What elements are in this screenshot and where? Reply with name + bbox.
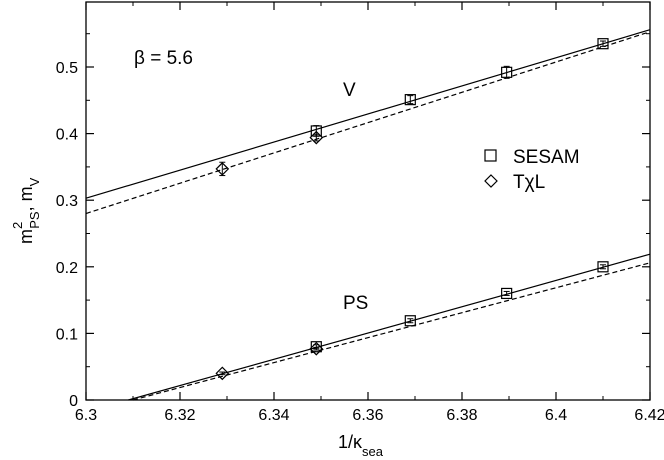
x-tick-label-5: 6.4 bbox=[545, 407, 567, 424]
point-sesam-7 bbox=[597, 261, 609, 273]
x-tick-label-0: 6.3 bbox=[75, 407, 97, 424]
x-tick-label-6: 6.42 bbox=[634, 407, 664, 424]
y-label-sup: 2 bbox=[10, 222, 25, 229]
y-tick-label-5: 0.5 bbox=[56, 60, 78, 77]
point-sesam-1 bbox=[404, 94, 416, 106]
y-tick-label-4: 0.4 bbox=[56, 127, 78, 144]
y-label-sub2: V bbox=[27, 177, 42, 186]
beta-annotation: β = 5.6 bbox=[134, 48, 193, 69]
point-sesam-2 bbox=[501, 66, 513, 78]
legend-square-marker bbox=[484, 149, 497, 162]
x-axis-label-sub: sea bbox=[362, 444, 384, 459]
x-axis-ticks: 6.3 6.32 6.34 6.36 6.38 6.4 6.42 bbox=[75, 2, 664, 424]
y-axis-ticks: 0 0.1 0.2 0.3 0.4 0.5 bbox=[56, 33, 650, 410]
legend: SESAM TχL bbox=[484, 147, 580, 193]
point-txl-2 bbox=[215, 366, 230, 381]
legend-diamond-marker bbox=[484, 174, 498, 188]
point-sesam-6 bbox=[501, 287, 513, 300]
data-markers bbox=[215, 38, 609, 381]
point-sesam-3 bbox=[597, 38, 609, 50]
point-sesam-4 bbox=[310, 341, 322, 353]
legend-txl-label: TχL bbox=[513, 172, 545, 193]
y-tick-label-1: 0.1 bbox=[56, 326, 78, 343]
y-tick-label-3: 0.3 bbox=[56, 193, 78, 210]
fit-line-0 bbox=[85, 29, 651, 199]
y-label-sub1: PS bbox=[27, 211, 42, 229]
point-txl-3 bbox=[309, 341, 324, 356]
fit-line-1 bbox=[85, 31, 651, 215]
x-axis-label-main: 1/κ bbox=[338, 432, 363, 452]
legend-sesam-label: SESAM bbox=[513, 147, 580, 168]
fit-line-3 bbox=[132, 262, 651, 401]
y-axis-label: m2 PS, mV bbox=[10, 177, 42, 244]
y-label-m: m bbox=[16, 229, 36, 244]
x-tick-label-3: 6.36 bbox=[352, 407, 383, 424]
x-tick-label-4: 6.38 bbox=[446, 407, 477, 424]
v-label: V bbox=[343, 80, 356, 101]
fit-lines bbox=[85, 29, 651, 401]
x-tick-label-2: 6.34 bbox=[258, 407, 289, 424]
point-sesam-5 bbox=[404, 315, 416, 327]
y-tick-label-0: 0 bbox=[69, 393, 78, 410]
x-tick-label-1: 6.32 bbox=[164, 407, 195, 424]
x-axis-label: 1/κsea bbox=[338, 432, 384, 459]
y-label-sep: , m bbox=[16, 186, 36, 211]
ps-label: PS bbox=[343, 293, 368, 314]
point-txl-0 bbox=[215, 162, 230, 176]
fit-line-2 bbox=[128, 253, 651, 401]
point-txl-1 bbox=[309, 130, 324, 145]
y-tick-label-2: 0.2 bbox=[56, 260, 78, 277]
